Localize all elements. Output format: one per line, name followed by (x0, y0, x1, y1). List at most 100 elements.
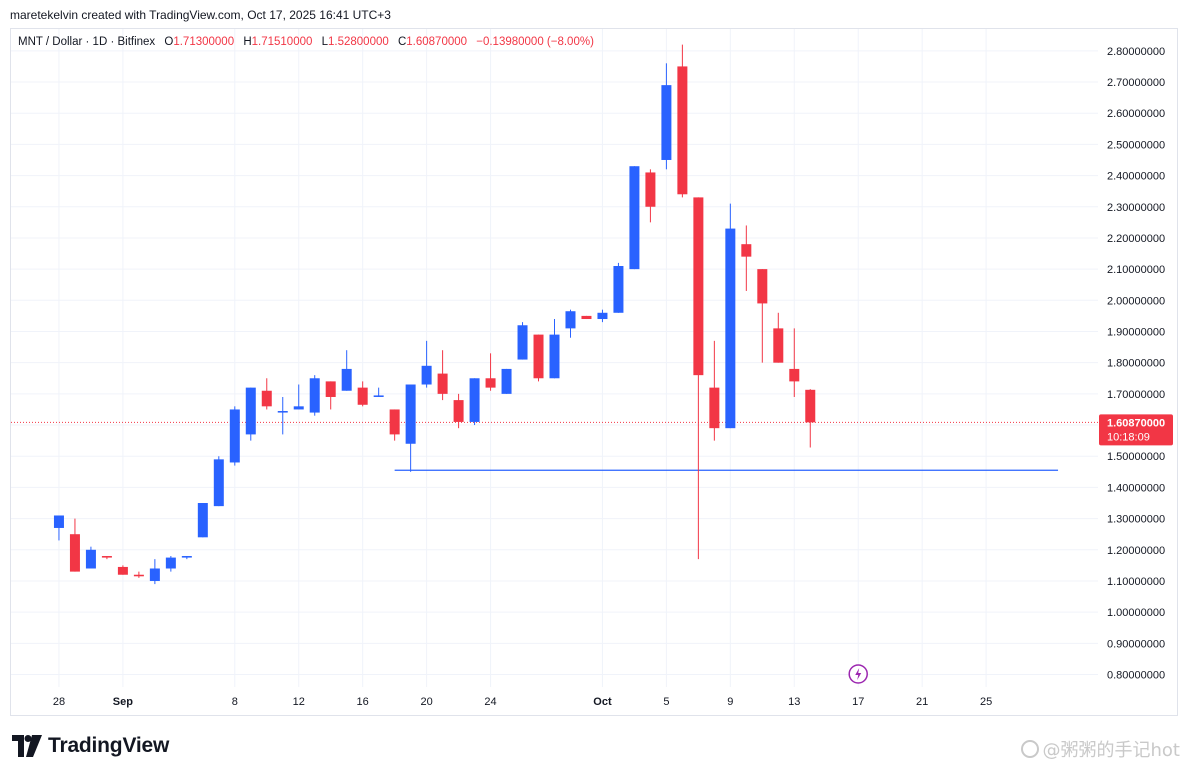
brand-name: TradingView (48, 734, 170, 757)
candle-body (517, 325, 528, 360)
candle-body (645, 172, 656, 207)
candle-body (69, 534, 80, 572)
y-tick-label: 2.80000000 (1107, 46, 1165, 58)
candle-body (85, 549, 96, 569)
symbol-label[interactable]: MNT / Dollar · 1D · Bitfinex (18, 36, 156, 48)
y-tick-label: 2.20000000 (1107, 233, 1165, 245)
x-tick-label: 16 (357, 696, 369, 708)
candle-body (661, 85, 672, 160)
watermark: @粥粥的手记hot (1020, 736, 1180, 762)
y-tick-label: 0.90000000 (1107, 638, 1165, 650)
candle-body (181, 556, 192, 558)
candle-body (437, 373, 448, 394)
candle-body (757, 269, 768, 304)
open-value: 1.71300000 (173, 36, 235, 48)
candle-body (613, 266, 624, 313)
change-value: −0.13980000 (−8.00%) (476, 36, 594, 48)
lightning-glyph (855, 668, 862, 680)
last-price-badge (1099, 414, 1173, 446)
y-tick-label: 1.50000000 (1107, 451, 1165, 463)
candle-body (405, 384, 416, 444)
x-tick-label: 20 (420, 696, 432, 708)
y-tick-label: 1.80000000 (1107, 358, 1165, 370)
candle-body (725, 228, 736, 429)
y-tick-label: 2.60000000 (1107, 108, 1165, 120)
candle-body (229, 409, 240, 463)
candle-body (581, 315, 592, 320)
chart-frame (10, 28, 1178, 716)
candle-body (101, 556, 112, 558)
candle-body (501, 368, 512, 394)
candle-body (629, 166, 640, 270)
candle-body (453, 400, 464, 422)
y-tick-label: 1.30000000 (1107, 514, 1165, 526)
x-tick-label: Oct (593, 696, 612, 708)
y-tick-label: 2.40000000 (1107, 171, 1165, 183)
tradingview-mark-icon (12, 735, 42, 757)
y-tick-label: 2.00000000 (1107, 295, 1165, 307)
candle-body (293, 406, 304, 410)
y-tick-label: 2.50000000 (1107, 139, 1165, 151)
candle-body (789, 368, 800, 382)
candle-body (741, 244, 752, 257)
candle-body (549, 334, 560, 379)
x-tick-label: Sep (113, 696, 133, 708)
candle-body (805, 389, 816, 423)
candle-body (357, 387, 368, 405)
low-value: 1.52800000 (328, 36, 389, 48)
candle-body (421, 365, 432, 385)
candle-body (341, 368, 352, 391)
y-tick-label: 0.80000000 (1107, 670, 1165, 682)
candle-body (389, 409, 400, 435)
x-tick-label: 5 (663, 696, 669, 708)
y-tick-label: 2.30000000 (1107, 202, 1165, 214)
high-value: 1.71510000 (251, 36, 313, 48)
y-tick-label: 1.10000000 (1107, 576, 1165, 588)
close-label: C (397, 36, 407, 48)
low-label: L (321, 36, 328, 48)
x-tick-label: 12 (293, 696, 305, 708)
candle-body (677, 66, 688, 195)
y-tick-label: 2.70000000 (1107, 77, 1165, 89)
x-tick-label: 24 (484, 696, 496, 708)
watermark-icon (1020, 740, 1039, 758)
candle-body (213, 459, 224, 507)
x-tick-label: 21 (916, 696, 928, 708)
candle-body (693, 197, 704, 376)
chart-caption: maretekelvin created with TradingView.co… (10, 8, 391, 22)
x-tick-label: 28 (53, 696, 65, 708)
y-tick-label: 1.40000000 (1107, 482, 1165, 494)
x-tick-label: 13 (788, 696, 800, 708)
y-tick-label: 1.20000000 (1107, 545, 1165, 557)
candle-body (165, 557, 176, 569)
close-value: 1.60870000 (406, 36, 468, 48)
candle-body (277, 411, 288, 413)
candle-body (197, 503, 208, 538)
candle-body (565, 311, 576, 329)
last-price-label: 1.60870000 (1107, 417, 1165, 429)
tradingview-logo[interactable]: TradingView (12, 734, 169, 758)
y-tick-label: 2.10000000 (1107, 264, 1165, 276)
open-label: O (164, 36, 174, 48)
x-tick-label: 25 (980, 696, 992, 708)
y-tick-label: 1.90000000 (1107, 326, 1165, 338)
candle-body (309, 378, 320, 413)
candle-body (485, 378, 496, 388)
high-label: H (243, 36, 252, 48)
candle-body (261, 390, 272, 407)
candle-body (373, 395, 384, 397)
y-tick-label: 1.70000000 (1107, 389, 1165, 401)
ohlc-legend: MNT / Dollar · 1D · Bitfinex O1.71300000… (18, 36, 594, 48)
candle-body (325, 381, 336, 397)
candle-body (469, 378, 480, 422)
candle-body (117, 566, 128, 575)
x-tick-label: 17 (852, 696, 864, 708)
candle-body (53, 515, 64, 528)
x-tick-label: 9 (727, 696, 733, 708)
candle-body (245, 387, 256, 435)
candle-body (597, 312, 608, 320)
candle-body (773, 328, 784, 363)
candle-body (133, 574, 144, 577)
candle-body (709, 387, 720, 429)
